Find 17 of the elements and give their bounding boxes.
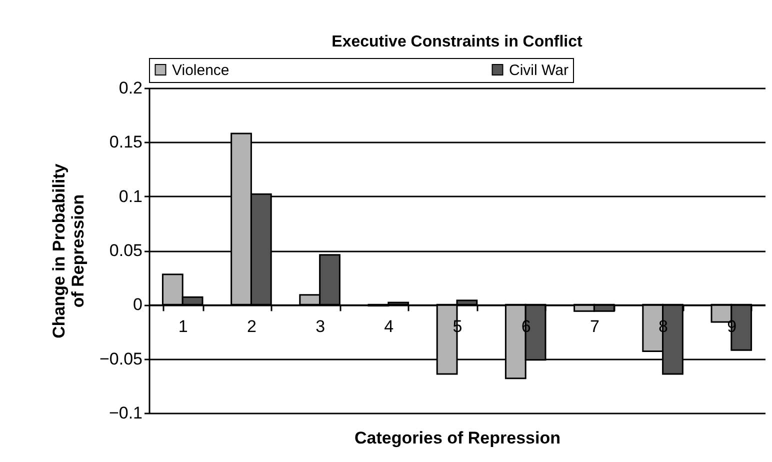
legend-label: Civil War	[509, 62, 568, 79]
x-axis-title: Categories of Repression	[354, 428, 560, 448]
y-tick-label: −0.05	[99, 349, 142, 368]
chart-title: Executive Constraints in Conflict	[332, 34, 584, 50]
x-tick-label: 7	[590, 317, 600, 336]
y-tick-label: 0.1	[118, 186, 142, 206]
x-tick-label: 3	[316, 317, 326, 336]
y-tick-label: 0	[133, 295, 142, 314]
y-tick-label: 0.2	[118, 78, 142, 98]
legend-label: Violence	[172, 62, 230, 79]
y-tick-label: 0.15	[109, 132, 142, 152]
y-tick-label: 0.05	[109, 241, 142, 260]
x-tick-label: 1	[178, 317, 188, 336]
x-tick-label: 2	[246, 317, 256, 336]
y-tick-label: −0.1	[108, 404, 142, 422]
x-tick-label: 4	[384, 317, 394, 336]
y-axis-title: Change in Probability of Repression	[49, 163, 88, 338]
